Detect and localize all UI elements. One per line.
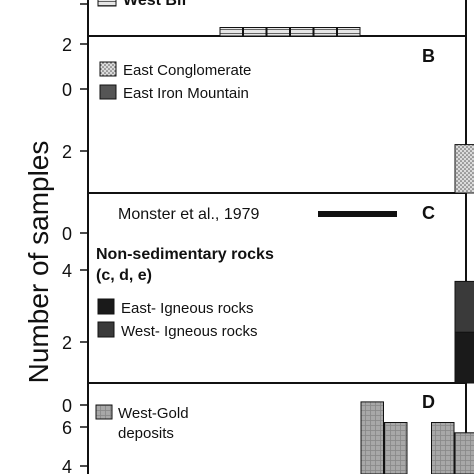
bar	[360, 401, 384, 474]
legend-swatch-east-conglomerate	[99, 61, 117, 77]
legend-swatch-east-igneous	[97, 298, 115, 315]
legend-label-east-conglomerate: East Conglomerate	[123, 62, 251, 79]
legend-label-west-bif: West Bif	[123, 0, 187, 9]
bar	[313, 27, 337, 37]
tick-label: 0	[62, 80, 72, 100]
annotation-range-bar	[318, 211, 397, 217]
heading-c-d-e: (c, d, e)	[96, 267, 152, 284]
tick-label: 2	[62, 35, 72, 55]
panel-d: 0 6 4 D West-Gold deposits	[62, 392, 474, 474]
y-tick-marks	[80, 3, 88, 467]
bars-panel-d	[360, 401, 474, 474]
panel-a: West Bif	[97, 0, 361, 37]
tick-label: 2	[62, 142, 72, 162]
legend-swatch-west-bif	[97, 0, 117, 7]
bar	[243, 27, 267, 37]
bar	[384, 422, 408, 474]
legend-swatch-west-gold	[95, 404, 113, 420]
bars-panel-b	[454, 144, 474, 194]
annotation-monster-1979: Monster et al., 1979	[118, 206, 260, 223]
tick-label: 6	[62, 418, 72, 438]
legend-label-east-iron-mountain: East Iron Mountain	[123, 85, 249, 102]
bar	[431, 422, 455, 474]
y-axis-title: Number of samples	[23, 141, 54, 384]
bar	[454, 432, 474, 474]
bars-panel-c	[454, 280, 474, 384]
tick-label: 4	[62, 261, 72, 281]
panel-c: 0 4 2 Monster et al., 1979 C Non-sedimen…	[62, 203, 474, 384]
legend-label-east-igneous: East- Igneous rocks	[121, 300, 254, 317]
tick-label: 0	[62, 396, 72, 416]
bar	[337, 27, 361, 37]
bar	[454, 144, 474, 194]
panel-letter-d: D	[422, 392, 435, 412]
legend-label-west-gold-line1: West-Gold	[118, 405, 189, 422]
panel-letter-b: B	[422, 46, 435, 66]
bars-panel-a	[219, 27, 361, 37]
panel-letter-c: C	[422, 203, 435, 223]
bar	[266, 27, 290, 37]
legend-swatch-west-igneous	[97, 321, 115, 338]
panel-b: 2 0 2 B East Conglomerate East Iron Moun…	[62, 35, 474, 194]
tick-label: 2	[62, 333, 72, 353]
tick-label: 0	[62, 224, 72, 244]
legend-swatch-east-iron-mountain	[99, 84, 117, 100]
legend-label-west-igneous: West- Igneous rocks	[121, 323, 257, 340]
bar	[454, 331, 474, 384]
heading-non-sedimentary: Non-sedimentary rocks	[96, 246, 274, 263]
bar	[290, 27, 314, 37]
bar	[219, 27, 243, 37]
tick-label: 4	[62, 457, 72, 474]
legend-label-west-gold-line2: deposits	[118, 425, 174, 442]
